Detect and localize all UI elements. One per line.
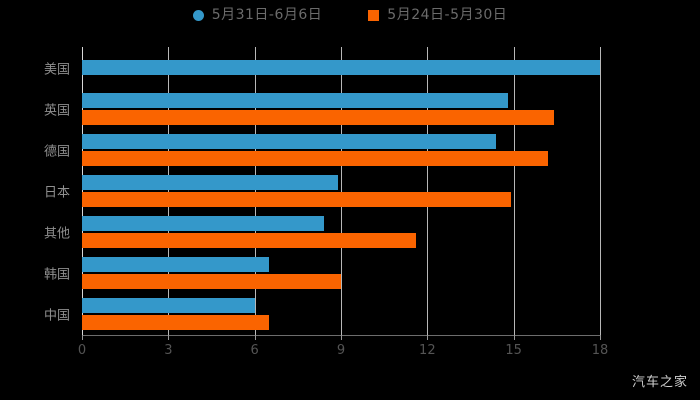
bar-series-1[interactable]	[82, 133, 497, 149]
bar-row: 中国	[44, 294, 600, 335]
plot-area: 0 3 6 9 12 15 18 美国英国德国日本其他韩国中国	[44, 47, 608, 358]
x-tick-label: 9	[336, 343, 346, 358]
tick-mark	[513, 335, 515, 340]
bar-series-2[interactable]	[82, 191, 511, 207]
legend-label-series-2: 5月24日-5月30日	[387, 7, 508, 23]
bar-series-2[interactable]	[82, 315, 270, 331]
category-label: 其他	[43, 226, 70, 242]
category-label: 中国	[43, 308, 70, 324]
tick-mark	[254, 335, 256, 340]
x-tick-label: 3	[164, 343, 173, 358]
tick-mark	[427, 335, 429, 340]
bar-series-1[interactable]	[82, 257, 270, 273]
bar-series-1[interactable]	[82, 92, 508, 108]
x-tick-label: 15	[505, 343, 522, 358]
tick-mark	[82, 335, 83, 340]
bar-series-2[interactable]	[82, 109, 554, 125]
tick-mark	[341, 335, 342, 340]
gridline	[513, 47, 515, 335]
x-tick-label: 12	[419, 343, 436, 358]
bar-row: 其他	[44, 212, 600, 253]
legend-item-series-1[interactable]: 5月31日-6月6日	[192, 7, 323, 23]
bar-series-2[interactable]	[82, 233, 416, 249]
legend-item-series-2[interactable]: 5月24日-5月30日	[368, 8, 507, 22]
gridline	[427, 47, 429, 335]
bar-series-1[interactable]	[82, 60, 600, 76]
gridline	[600, 47, 601, 335]
y-axis-line	[82, 47, 83, 335]
gridline	[341, 47, 342, 335]
legend-marker-circle-icon	[192, 9, 204, 21]
bar-row: 美国	[44, 47, 600, 88]
gridline	[254, 47, 256, 335]
tick-mark	[168, 335, 170, 340]
bar-row: 英国	[44, 88, 600, 129]
bar-row: 韩国	[44, 253, 600, 294]
x-tick-label: 6	[250, 343, 259, 358]
category-label: 英国	[43, 103, 70, 119]
category-label: 日本	[43, 185, 70, 201]
gridline	[168, 47, 170, 335]
legend-label-series-1: 5月31日-6月6日	[211, 7, 323, 23]
bar-row: 德国	[44, 129, 600, 170]
category-label: 美国	[43, 62, 70, 78]
watermark: 汽车之家	[631, 375, 688, 390]
tick-mark	[600, 335, 601, 340]
x-tick-label: 18	[591, 343, 609, 358]
bar-series-2[interactable]	[82, 150, 549, 166]
category-label: 韩国	[43, 267, 70, 283]
bar-series-1[interactable]	[82, 216, 324, 232]
bar-series-1[interactable]	[82, 298, 255, 314]
category-label: 德国	[43, 144, 70, 160]
bar-rows: 美国英国德国日本其他韩国中国	[44, 47, 600, 335]
bar-series-2[interactable]	[82, 274, 341, 290]
bar-series-1[interactable]	[82, 174, 339, 190]
chart-legend: 5月31日-6月6日 5月24日-5月30日	[0, 8, 700, 22]
bar-row: 日本	[44, 170, 600, 211]
legend-marker-square-icon	[368, 9, 380, 21]
x-tick-label: 0	[77, 343, 87, 358]
